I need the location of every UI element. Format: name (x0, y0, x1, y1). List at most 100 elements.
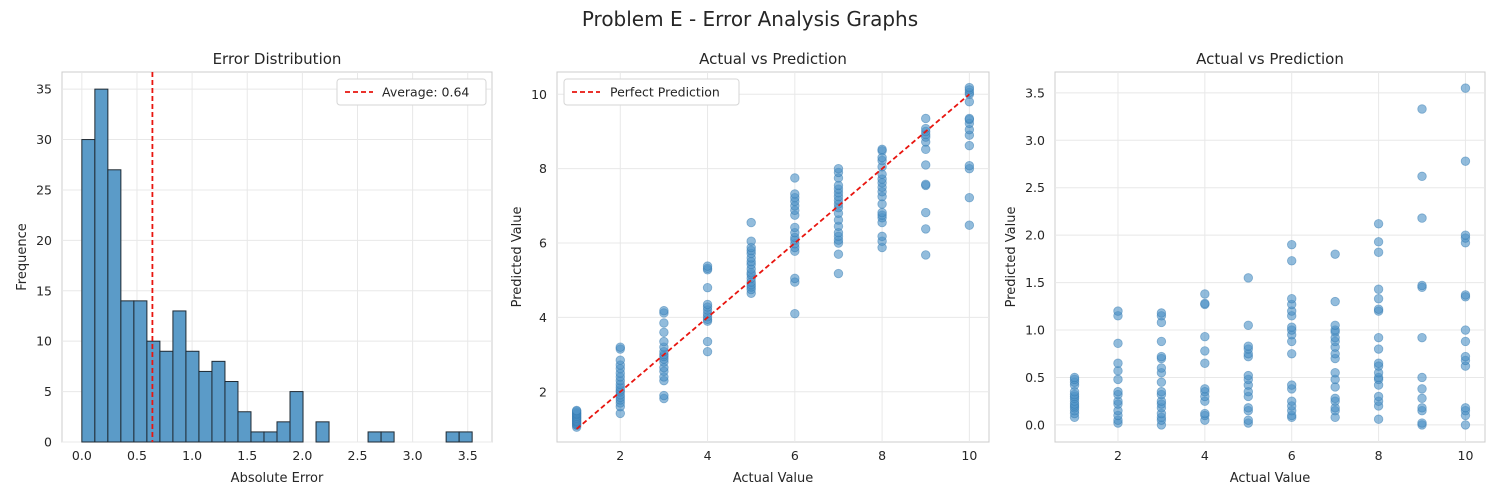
histogram-bar (120, 300, 135, 443)
scatter-point (790, 173, 800, 183)
scatter-point (1460, 325, 1471, 335)
scatter-point (1373, 284, 1384, 294)
scatter-point (1373, 219, 1384, 229)
x-tick-label: 1.0 (182, 448, 202, 463)
scatter-point (1113, 338, 1123, 349)
panel-2-y-axis-label: Predicted Value (510, 207, 525, 308)
panel-2-legend-box (563, 78, 740, 106)
histogram-bar (159, 350, 174, 443)
histogram-bar (211, 360, 226, 443)
scatter-point (790, 222, 800, 233)
panel-1-bars (81, 88, 473, 443)
panel-1-legend-label: Average: 0.64 (382, 85, 469, 100)
scatter-point (921, 224, 931, 234)
scatter-point (790, 309, 800, 319)
scatter-point (571, 405, 582, 416)
panel-2-legend-label: Perfect Prediction (610, 85, 720, 100)
histogram-bar (250, 431, 265, 443)
scatter-point (964, 161, 975, 171)
scatter-point (1069, 372, 1080, 383)
scatter-point (964, 113, 975, 124)
y-tick-label: 2.0 (1025, 228, 1045, 243)
scatter-point (1243, 370, 1253, 381)
scatter-point (1417, 403, 1427, 413)
scatter-point (1417, 384, 1427, 394)
scatter-point (1243, 320, 1253, 331)
scatter-point (921, 160, 931, 170)
scatter-point (659, 306, 669, 316)
histogram-bar (263, 431, 278, 443)
scatter-point (877, 231, 887, 242)
panel-1-y-axis-label: Frequence (15, 223, 30, 290)
scatter-point (1373, 358, 1384, 368)
scatter-point (1156, 363, 1167, 373)
y-tick-label: 35 (36, 82, 52, 97)
scatter-point (1460, 403, 1471, 413)
histogram-bar (458, 431, 473, 443)
scatter-point (1243, 415, 1253, 425)
scatter-point (702, 346, 713, 357)
scatter-point (921, 113, 931, 124)
scatter-point (1156, 308, 1167, 318)
scatter-point (1373, 344, 1384, 354)
histogram-bar (224, 381, 239, 443)
y-tick-label: 10 (36, 334, 52, 349)
scatter-point (659, 390, 669, 401)
histogram-bar (185, 350, 200, 443)
scatter-point (833, 163, 844, 174)
scatter-point (921, 207, 931, 218)
histogram-bar (289, 391, 304, 443)
scatter-point (1373, 237, 1384, 247)
histogram-bar (380, 431, 395, 443)
scatter-point (1200, 298, 1210, 309)
scatter-point (1417, 280, 1427, 291)
panel-1-legend: Average: 0.64 (336, 78, 487, 106)
scatter-point (790, 189, 800, 199)
scatter-point (1243, 341, 1253, 351)
x-tick-label: 0.5 (127, 448, 147, 463)
scatter-point (964, 192, 975, 203)
histogram-bar (276, 421, 291, 443)
y-tick-label: 6 (539, 236, 547, 251)
scatter-point (1417, 372, 1427, 383)
y-tick-label: 1.0 (1025, 323, 1045, 338)
scatter-point (1460, 83, 1471, 93)
panel-1-title: Error Distribution (213, 50, 342, 68)
histogram-bar (315, 421, 330, 443)
scatter-point (1373, 332, 1384, 343)
x-tick-label: 4 (1201, 448, 1209, 463)
scatter-point (921, 250, 931, 260)
histogram-bar (94, 88, 109, 443)
scatter-point (1200, 408, 1210, 419)
scatter-point (1287, 349, 1297, 359)
panel-3-x-axis-label: Actual Value (1230, 471, 1311, 486)
scatter-point (1287, 322, 1297, 332)
scatter-point (1417, 393, 1427, 404)
x-tick-label: 10 (961, 448, 977, 463)
scatter-point (702, 282, 713, 293)
y-tick-label: 30 (36, 132, 52, 147)
panel-2-title: Actual vs Prediction (699, 50, 847, 68)
scatter-point (1113, 374, 1123, 385)
y-tick-label: 4 (539, 310, 547, 325)
y-tick-label: 2 (539, 384, 547, 399)
x-tick-label: 3.0 (403, 448, 423, 463)
panel-3-plot-area (1054, 71, 1486, 443)
scatter-point (790, 273, 800, 284)
panel-3-x-ticks: 2 4 6 8 10 (1114, 448, 1473, 463)
x-tick-label: 3.5 (458, 448, 478, 463)
panel-actual-vs-prediction-1: Actual vs Prediction 2 4 6 8 10 2 4 6 8 10 Actua… (510, 50, 990, 486)
scatter-point (702, 336, 713, 347)
x-tick-label: 2.0 (292, 448, 312, 463)
scatter-point (1156, 336, 1167, 347)
panel-2-points (571, 82, 975, 432)
panel-1-x-axis-label: Absolute Error (231, 471, 324, 486)
scatter-point (1460, 420, 1471, 430)
scatter-point (1330, 249, 1340, 259)
scatter-point (1373, 294, 1384, 304)
scatter-point (1417, 418, 1427, 428)
scatter-point (746, 236, 756, 246)
histogram-bar (146, 340, 161, 443)
histogram-bar (133, 300, 148, 443)
scatter-point (1373, 304, 1384, 314)
